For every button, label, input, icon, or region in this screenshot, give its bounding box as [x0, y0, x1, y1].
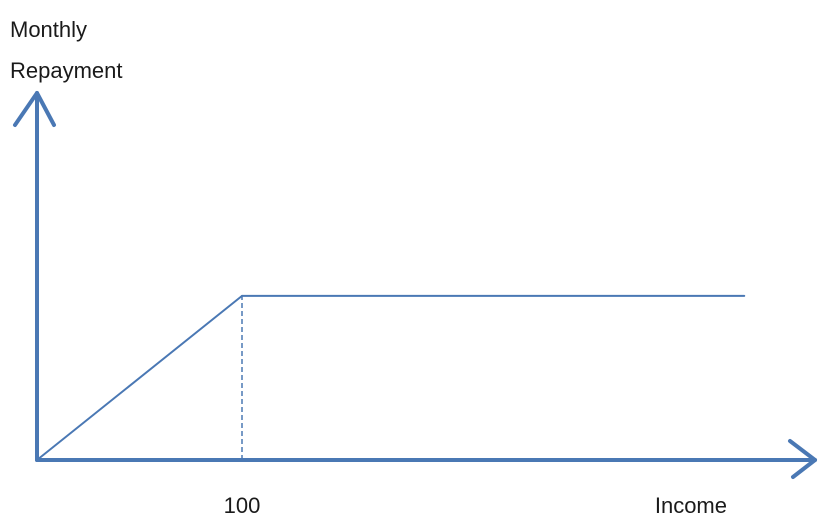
x-tick-label: 100	[224, 493, 261, 517]
x-axis-arrowhead	[788, 439, 817, 479]
x-tick-labels: 100	[224, 493, 261, 517]
y-axis-label-line-1: Monthly	[10, 17, 87, 42]
axis-labels: Monthly Repayment Income	[10, 17, 727, 517]
y-axis-arrowhead	[13, 91, 56, 127]
y-axis-label-line-2: Repayment	[10, 58, 123, 83]
x-axis-label: Income	[655, 493, 727, 517]
plot-marks	[36, 294, 746, 461]
series-segment-1	[36, 294, 243, 461]
axes	[13, 91, 817, 479]
